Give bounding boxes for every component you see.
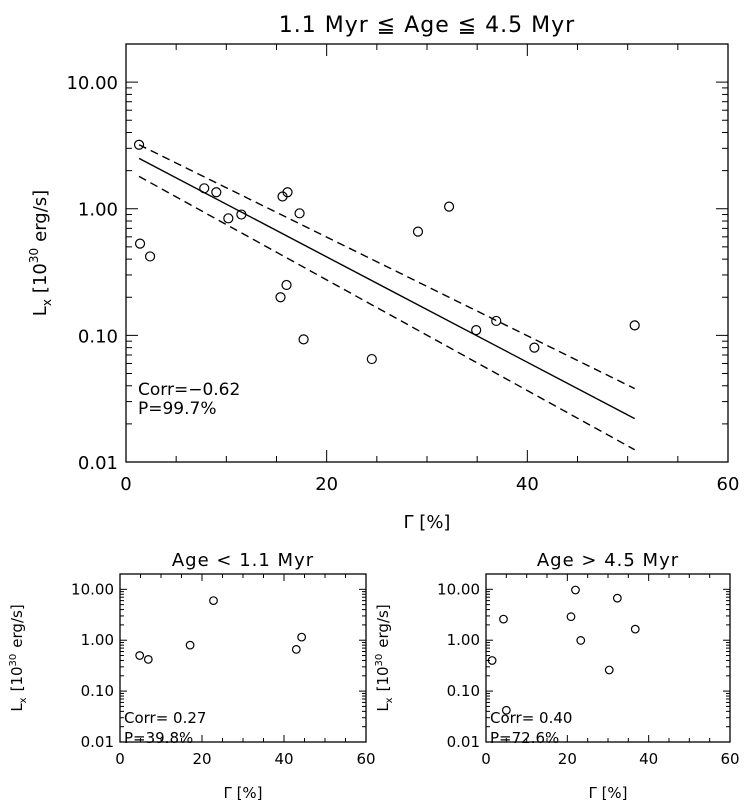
x-tick-label: 0 <box>115 750 125 768</box>
data-point <box>281 279 292 291</box>
data-point <box>443 201 455 212</box>
panel-main: 1.1 Myr ≦ Age ≦ 4.5 Myr 0 20 40 60 0.01 0.10 1.… <box>27 13 739 533</box>
data-point <box>499 614 508 624</box>
panel-young: Age < 1.1 Myr 0 20 40 60 0.01 0.10 1.00 10.00 Γ [… <box>8 550 376 802</box>
y-tick-label: 0.01 <box>81 733 114 751</box>
y-label-sub: x <box>384 697 395 703</box>
data-point <box>291 644 301 654</box>
data-point <box>529 342 540 353</box>
data-point <box>185 640 195 650</box>
chart-title: Age < 1.1 Myr <box>172 550 314 571</box>
y-label-sub: x <box>18 697 29 703</box>
x-tick-label: 60 <box>720 750 739 768</box>
x-axis-label: Γ [%] <box>404 512 451 533</box>
y-tick-label: 1.00 <box>447 631 480 649</box>
y-tick-label: 10.00 <box>71 580 114 598</box>
data-point <box>275 292 286 303</box>
y-tick-label: 10.00 <box>66 73 118 94</box>
y-label-rest: [10 <box>374 666 392 691</box>
y-label-rest: [10 <box>8 666 26 691</box>
x-tick-label: 40 <box>274 750 293 768</box>
data-point <box>199 183 210 194</box>
chart-title: Age > 4.5 Myr <box>537 550 679 571</box>
x-tick-label: 40 <box>639 750 658 768</box>
data-point <box>487 656 497 665</box>
y-label-unit: erg/s] <box>374 604 392 647</box>
data-point <box>133 139 145 150</box>
data-point <box>298 334 309 345</box>
data-point <box>366 353 377 365</box>
y-axis-label: Lx [1030 erg/s] <box>8 604 29 711</box>
y-tick-label: 10.00 <box>437 580 480 598</box>
data-point <box>294 208 305 219</box>
fit-line <box>138 157 636 420</box>
y-label-sup: 30 <box>374 654 385 667</box>
y-tick-label: 0.10 <box>447 682 480 700</box>
data-point <box>143 654 153 664</box>
y-tick-label: 0.10 <box>81 682 114 700</box>
correlation-text: Corr= 0.40 <box>490 709 572 727</box>
x-tick-label: 0 <box>120 474 131 495</box>
data-point <box>501 705 511 715</box>
data-point <box>236 209 247 220</box>
y-axis-label: Lx [1030 erg/s] <box>27 190 54 316</box>
y-label-unit: erg/s] <box>8 604 26 647</box>
data-point <box>412 226 424 237</box>
y-label-rest: [10 <box>30 263 51 293</box>
y-label-main: L <box>374 703 392 712</box>
x-axis-label: Γ [%] <box>588 784 627 802</box>
data-point <box>135 651 145 660</box>
data-point <box>297 632 307 642</box>
probability-text: P=72.6% <box>490 729 559 747</box>
y-label-main: L <box>30 306 51 316</box>
y-label-unit: erg/s] <box>30 190 51 242</box>
y-label-main: L <box>8 703 26 712</box>
data-point <box>491 315 502 327</box>
y-tick-label: 0.01 <box>78 453 118 474</box>
data-point <box>211 187 222 198</box>
x-tick-label: 40 <box>516 474 539 495</box>
correlation-text: Corr=−0.62 <box>138 380 240 400</box>
probability-text: P=39.8% <box>124 729 193 747</box>
fit-upper-bound <box>138 144 635 390</box>
data-point <box>576 636 586 645</box>
data-point <box>144 251 156 262</box>
x-tick-label: 20 <box>192 750 211 768</box>
y-axis-label: Lx [1030 erg/s] <box>374 604 395 711</box>
data-point <box>471 325 482 336</box>
fit-lower-bound <box>138 175 636 451</box>
data-point <box>209 596 218 606</box>
correlation-text: Corr= 0.27 <box>124 709 206 727</box>
data-point <box>630 624 640 634</box>
y-tick-label: 1.00 <box>81 631 114 649</box>
data-point <box>134 238 146 249</box>
data-point <box>566 612 576 622</box>
data-point <box>223 213 234 224</box>
x-tick-label: 20 <box>315 474 338 495</box>
data-point <box>571 585 580 595</box>
y-label-sup: 30 <box>27 248 41 263</box>
x-tick-label: 20 <box>558 750 577 768</box>
y-tick-label: 0.01 <box>447 733 480 751</box>
data-point <box>282 187 293 198</box>
x-tick-label: 60 <box>717 474 740 495</box>
data-point <box>612 593 622 603</box>
y-tick-label: 1.00 <box>78 200 118 221</box>
x-tick-label: 0 <box>481 750 491 768</box>
probability-text: P=99.7% <box>138 399 217 419</box>
x-tick-label: 60 <box>356 750 375 768</box>
x-axis-label: Γ [%] <box>223 784 262 802</box>
data-point <box>604 665 614 675</box>
y-tick-label: 0.10 <box>78 326 118 347</box>
panel-old: Age > 4.5 Myr 0 20 40 60 0.01 0.10 1.00 10.00 Γ [… <box>374 550 740 802</box>
chart-title: 1.1 Myr ≦ Age ≦ 4.5 Myr <box>279 13 575 38</box>
data-point <box>629 320 640 331</box>
y-label-sup: 30 <box>8 654 19 667</box>
y-label-sub: x <box>40 299 54 306</box>
